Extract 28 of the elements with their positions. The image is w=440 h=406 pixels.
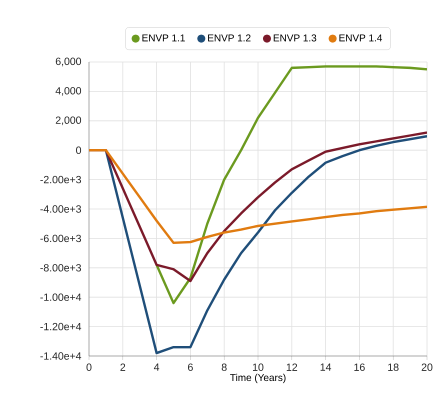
x-tick-label: 12 (286, 364, 298, 371)
legend-label: ENVP 1.1 (142, 34, 185, 42)
legend-label: ENVP 1.2 (208, 34, 251, 42)
y-tick-label: -6.00e+3 (40, 234, 82, 242)
y-tick-label: -1.40e+4 (40, 352, 82, 360)
x-tick-label: 6 (188, 364, 193, 371)
x-tick-label: 20 (422, 364, 432, 371)
y-tick-label: -1.00e+4 (40, 294, 82, 301)
x-tick-label: 18 (388, 364, 399, 371)
y-tick-label: 2,000 (56, 116, 82, 126)
x-axis-title: Time (Years) (230, 374, 286, 384)
x-tick-label: 2 (120, 364, 126, 371)
x-tick-label: 10 (252, 364, 264, 371)
line-series (89, 149, 428, 244)
y-tick-label: -1.20e+4 (40, 322, 82, 330)
x-tick-label: 8 (222, 364, 227, 371)
x-tick-label: 4 (154, 364, 160, 371)
x-tick-label: 16 (354, 364, 365, 371)
legend-label: ENVP 1.4 (339, 34, 382, 42)
y-tick-label: 6,000 (56, 58, 82, 66)
legend-label: ENVP 1.3 (274, 34, 316, 42)
x-tick-label: 14 (320, 364, 332, 371)
y-tick-label: -2.00e+3 (40, 176, 82, 184)
y-tick-label: -8.00e+3 (40, 264, 82, 272)
y-tick-label: 4,000 (56, 87, 82, 96)
x-tick-label: 0 (86, 364, 92, 371)
y-tick-label: -4.00e+3 (40, 205, 82, 213)
y-tick-label: 0 (76, 146, 82, 154)
